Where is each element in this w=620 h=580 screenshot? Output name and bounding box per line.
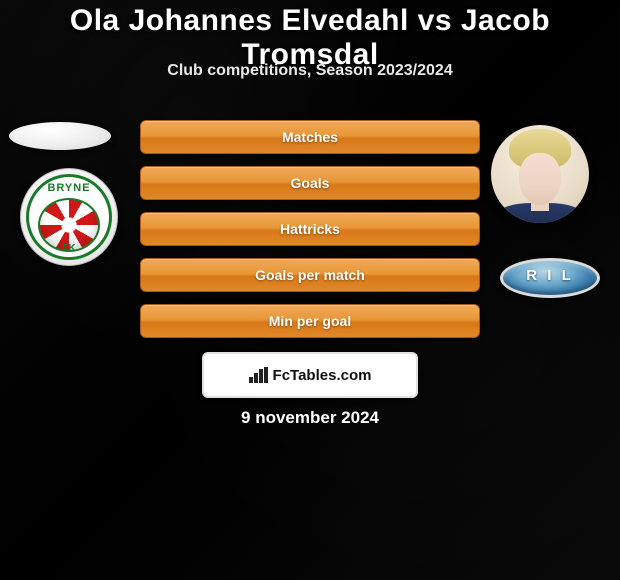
stat-label: Goals — [291, 175, 330, 191]
right-club-badge: R I L — [500, 258, 600, 298]
stat-bar-goals-per-match: Goals per match — [140, 258, 480, 292]
attribution-box: FcTables.com — [202, 352, 418, 398]
stat-bar-goals: Goals — [140, 166, 480, 200]
stat-label: Hattricks — [280, 221, 340, 237]
avatar-face — [519, 153, 561, 205]
stat-label: Matches — [282, 129, 338, 145]
bar-chart-icon — [249, 367, 267, 383]
left-club-name: BRYNE — [20, 182, 118, 194]
stat-label: Goals per match — [255, 267, 365, 283]
stat-bar-min-per-goal: Min per goal — [140, 304, 480, 338]
attribution-text: FcTables.com — [273, 367, 372, 384]
left-player-avatar-placeholder — [9, 122, 111, 150]
right-player-avatar — [491, 125, 589, 223]
infographic-container: Ola Johannes Elvedahl vs Jacob Tromsdal … — [0, 0, 620, 580]
stat-bar-matches: Matches — [140, 120, 480, 154]
stat-bars: Matches Goals Hattricks Goals per match … — [140, 120, 480, 350]
stat-label: Min per goal — [269, 313, 351, 329]
stat-bar-hattricks: Hattricks — [140, 212, 480, 246]
page-subtitle: Club competitions, Season 2023/2024 — [0, 62, 620, 80]
date-text: 9 november 2024 — [0, 408, 620, 428]
left-club-badge: BRYNE FK — [20, 168, 118, 266]
left-club-abbr: FK — [20, 243, 118, 254]
right-club-name: R I L — [500, 267, 600, 284]
